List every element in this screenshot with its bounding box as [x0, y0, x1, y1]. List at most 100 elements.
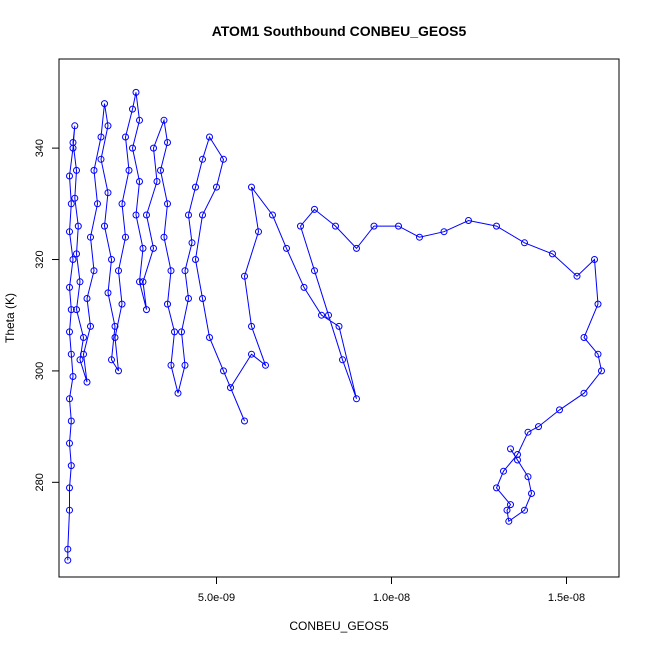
- data-point: [129, 144, 136, 152]
- data-point: [206, 133, 213, 141]
- data-point: [153, 178, 161, 185]
- data-point: [332, 222, 339, 230]
- data-point: [122, 233, 129, 241]
- data-point: [73, 250, 80, 258]
- data-point: [181, 267, 189, 275]
- data-point: [108, 356, 115, 364]
- data-point: [573, 272, 581, 280]
- data-point: [66, 506, 73, 514]
- data-point: [524, 428, 532, 436]
- data-point: [164, 300, 171, 308]
- data-point: [104, 289, 112, 297]
- y-tick-label: 300: [34, 362, 46, 380]
- data-point: [416, 233, 423, 241]
- plot-frame: [58, 58, 620, 578]
- data-point: [115, 267, 122, 275]
- data-point: [71, 194, 79, 202]
- data-point: [101, 100, 108, 108]
- data-point: [150, 144, 157, 152]
- axes-layer: 5.0e-09 1.0e-08 1.5e-08 280 300 320 340: [34, 139, 585, 604]
- data-point: [192, 256, 199, 263]
- data-point: [167, 267, 175, 275]
- y-tick-label: 280: [34, 473, 46, 491]
- data-point: [440, 228, 448, 236]
- data-point: [157, 166, 164, 174]
- data-point: [353, 244, 360, 252]
- data-point: [181, 361, 189, 369]
- data-point: [185, 295, 192, 302]
- data-point: [591, 256, 598, 263]
- data-point: [493, 222, 500, 230]
- data-point: [67, 306, 75, 314]
- data-point: [67, 350, 75, 358]
- data-point: [74, 222, 82, 230]
- data-point: [129, 105, 136, 113]
- data-point: [353, 395, 360, 403]
- x-tick-label: 1.0e-08: [373, 592, 410, 604]
- data-point: [521, 506, 528, 514]
- data-point: [493, 484, 500, 492]
- chart-title: ATOM1 Southbound CONBEU_GEOS5: [212, 23, 467, 39]
- data-point: [514, 456, 521, 464]
- data-point: [139, 278, 147, 286]
- data-point: [73, 166, 80, 174]
- data-point: [171, 328, 178, 336]
- data-point: [67, 417, 75, 425]
- data-point: [248, 322, 255, 330]
- data-point: [66, 328, 73, 336]
- data-point: [76, 356, 84, 364]
- data-point: [66, 228, 73, 236]
- data-point: [535, 423, 542, 431]
- data-point: [143, 306, 150, 314]
- series-line: [67, 92, 603, 561]
- data-point: [507, 501, 514, 509]
- data-point: [192, 183, 199, 191]
- data-point: [505, 517, 513, 525]
- data-point: [283, 244, 290, 252]
- data-point: [297, 222, 304, 230]
- data-point: [66, 395, 73, 403]
- data-point: [311, 205, 318, 213]
- x-tick-label: 5.0e-09: [198, 592, 235, 604]
- data-point: [160, 116, 168, 124]
- data-point: [318, 311, 325, 319]
- data-point: [262, 361, 269, 369]
- data-point: [97, 155, 105, 163]
- data-point: [83, 295, 91, 302]
- data-point: [150, 244, 157, 252]
- data-point: [125, 166, 133, 174]
- y-tick-label: 340: [34, 139, 46, 157]
- data-point: [549, 250, 556, 258]
- data-point: [524, 473, 532, 481]
- data-point: [227, 384, 234, 392]
- data-point: [122, 133, 129, 141]
- data-point: [188, 239, 196, 247]
- data-point: [69, 373, 77, 380]
- data-point: [143, 211, 150, 219]
- data-point: [580, 389, 588, 397]
- data-point: [104, 189, 112, 197]
- data-point: [111, 322, 119, 330]
- data-point: [598, 367, 605, 375]
- data-point: [507, 445, 514, 453]
- data-point: [206, 334, 213, 341]
- data-point: [64, 556, 72, 564]
- data-point: [111, 334, 119, 341]
- data-point: [500, 467, 507, 475]
- data-point: [66, 283, 73, 291]
- data-point: [66, 484, 73, 492]
- data-point: [83, 378, 91, 386]
- data-point: [101, 222, 108, 230]
- data-point: [160, 233, 168, 241]
- data-point: [248, 350, 255, 358]
- data-point: [311, 267, 318, 275]
- data-point: [80, 334, 87, 341]
- data-point: [325, 311, 332, 319]
- data-point: [136, 178, 143, 185]
- data-point: [178, 328, 185, 336]
- data-point: [241, 272, 248, 280]
- data-point: [67, 462, 75, 470]
- data-point: [67, 200, 75, 208]
- data-point: [69, 256, 77, 263]
